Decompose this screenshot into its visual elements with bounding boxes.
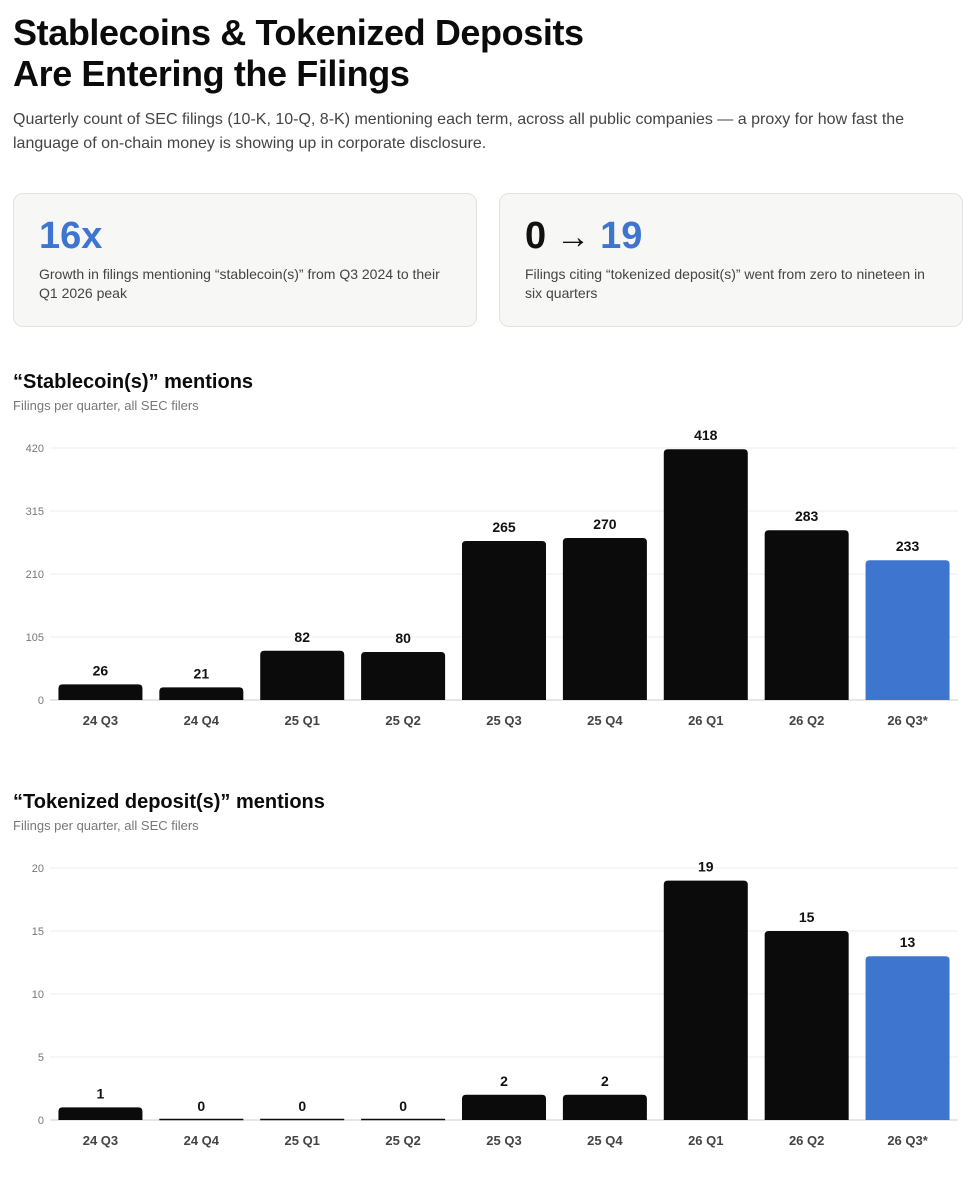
y-tick-label: 315 <box>26 506 44 518</box>
data-label: 26 <box>93 662 109 678</box>
x-tick-label: 26 Q2 <box>789 1133 824 1148</box>
data-label: 80 <box>395 630 411 646</box>
bar <box>663 880 748 1120</box>
x-tick-label: 26 Q1 <box>688 713 723 728</box>
y-tick-label: 420 <box>26 443 44 455</box>
data-label: 19 <box>698 859 714 875</box>
stat-value-growth: 16x <box>39 215 103 257</box>
data-label: 15 <box>799 909 815 925</box>
bar <box>562 1094 647 1120</box>
title-line-2: Are Entering the Filings <box>13 53 410 94</box>
x-tick-label: 25 Q1 <box>285 713 320 728</box>
chart-title-stablecoin: “Stablecoin(s)” mentions <box>13 371 254 393</box>
data-label: 418 <box>694 427 718 443</box>
data-label: 2 <box>601 1073 609 1089</box>
data-label: 82 <box>294 629 310 645</box>
tokenized-deposit-bar-chart: 0 5 10 15 20 1 24 Q3 0 24 Q4 0 25 Q1 0 25 Q2 2 25 Q3 2 2… <box>32 859 958 1148</box>
stat-value: 16x <box>39 214 451 260</box>
x-tick-label: 26 Q3* <box>887 713 928 728</box>
data-label: 13 <box>900 934 916 950</box>
x-tick-label: 25 Q2 <box>385 1133 420 1148</box>
y-tick-label: 0 <box>38 1115 44 1127</box>
data-label: 1 <box>97 1085 105 1101</box>
stat-value: 0 → 19 <box>525 214 937 260</box>
x-tick-label: 24 Q4 <box>184 1133 220 1148</box>
x-tick-label: 25 Q3 <box>486 1133 521 1148</box>
stat-value-to: 19 <box>600 215 643 257</box>
x-tick-label: 25 Q1 <box>285 1133 320 1148</box>
bar <box>562 538 647 700</box>
data-label: 270 <box>593 516 617 532</box>
x-tick-label: 26 Q2 <box>789 713 824 728</box>
stablecoin-bar-chart: 0 105 210 315 420 26 24 Q3 21 24 Q4 82 25 Q1 80 25 Q… <box>26 427 958 728</box>
data-label: 0 <box>399 1098 407 1114</box>
bar <box>865 956 950 1120</box>
y-tick-label: 20 <box>32 863 44 875</box>
x-tick-label: 26 Q1 <box>688 1133 723 1148</box>
stat-description: Growth in filings mentioning “stablecoin… <box>39 266 440 301</box>
y-tick-label: 15 <box>32 926 44 938</box>
x-tick-label: 25 Q4 <box>587 713 623 728</box>
bar <box>58 684 143 700</box>
page-title: Stablecoins & Tokenized Deposits Are Ent… <box>13 12 773 94</box>
data-label: 265 <box>492 519 516 535</box>
bar <box>764 530 849 700</box>
bar <box>159 687 244 700</box>
bar <box>764 931 849 1120</box>
chart-subtitle-stablecoin: Filings per quarter, all SEC filers <box>13 398 199 413</box>
x-tick-label: 25 Q4 <box>587 1133 623 1148</box>
data-label: 0 <box>197 1098 205 1114</box>
page-subtitle: Quarterly count of SEC filings (10-K, 10… <box>13 111 905 152</box>
data-label: 2 <box>500 1073 508 1089</box>
y-tick-label: 105 <box>26 632 44 644</box>
data-label: 233 <box>896 538 920 554</box>
arrow-right-icon: → <box>556 218 591 256</box>
bar <box>260 650 345 700</box>
bar <box>865 560 950 700</box>
x-tick-label: 25 Q2 <box>385 713 420 728</box>
bar <box>462 541 546 700</box>
bar <box>462 1094 546 1120</box>
stat-description: Filings citing “tokenized deposit(s)” we… <box>525 266 925 301</box>
y-tick-label: 5 <box>38 1052 44 1064</box>
stat-card-stablecoin-growth: 16x Growth in filings mentioning “stable… <box>13 193 477 327</box>
bar <box>58 1107 143 1120</box>
title-line-1: Stablecoins & Tokenized Deposits <box>13 12 584 53</box>
chart-title-tokenized: “Tokenized deposit(s)” mentions <box>13 791 325 813</box>
x-tick-label: 24 Q4 <box>184 713 220 728</box>
data-label: 283 <box>795 508 819 524</box>
x-tick-label: 25 Q3 <box>486 713 521 728</box>
y-tick-label: 10 <box>32 989 44 1001</box>
y-tick-label: 0 <box>38 695 44 707</box>
chart-subtitle-tokenized: Filings per quarter, all SEC filers <box>13 818 199 833</box>
bar <box>663 449 748 700</box>
stat-value-from: 0 <box>525 215 547 257</box>
data-label: 0 <box>298 1098 306 1114</box>
x-tick-label: 26 Q3* <box>887 1133 928 1148</box>
x-tick-label: 24 Q3 <box>83 713 118 728</box>
data-label: 21 <box>194 665 210 681</box>
x-tick-label: 24 Q3 <box>83 1133 118 1148</box>
stat-card-tokenized-deposits: 0 → 19 Filings citing “tokenized deposit(s… <box>499 193 963 327</box>
y-tick-label: 210 <box>26 569 44 581</box>
bar <box>361 652 446 700</box>
